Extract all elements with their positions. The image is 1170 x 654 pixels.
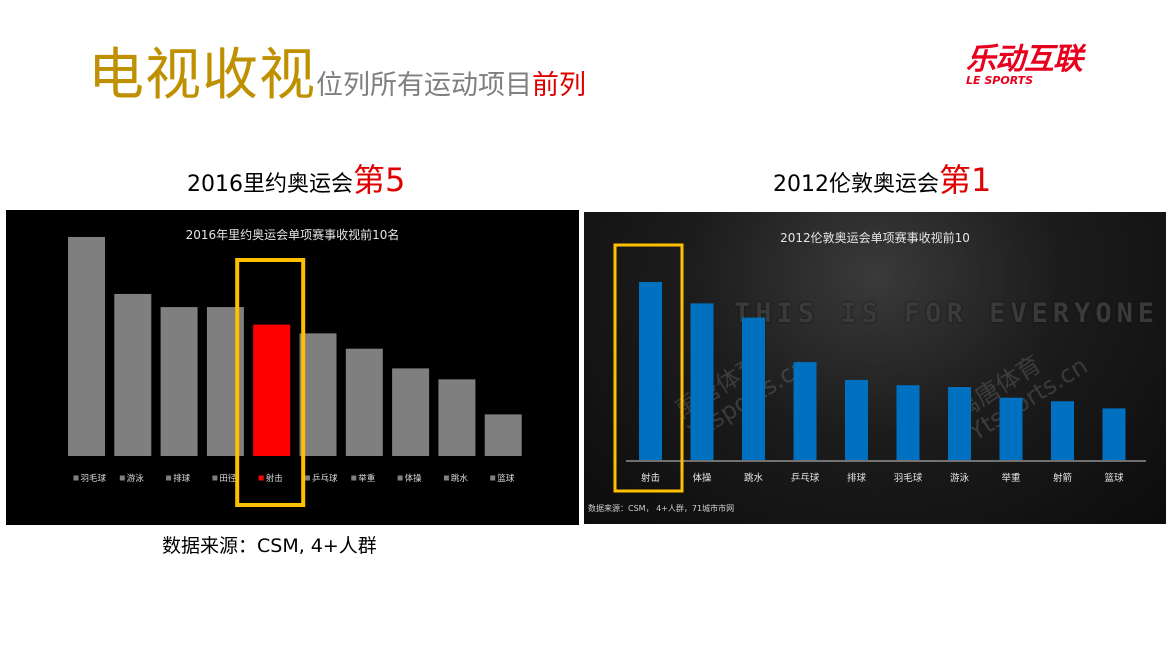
legend-marker-2016-2 <box>166 475 172 481</box>
right-rank: 第1 <box>939 161 992 199</box>
category-label-2012-0: 射击 <box>641 472 660 484</box>
right-subtitle-text: 2012伦敦奥运会 <box>773 172 939 197</box>
category-label-2016-7: 体操 <box>405 473 423 484</box>
category-label-2016-5: 乒乓球 <box>312 473 338 484</box>
logo-en: LE SPORTS <box>966 74 1034 87</box>
legend-marker-2016-8 <box>443 475 449 481</box>
category-label-2016-1: 游泳 <box>127 473 145 484</box>
legend-marker-2016-1 <box>119 475 125 481</box>
bar-2012-0 <box>639 282 662 460</box>
left-subtitle-text: 2016里约奥运会 <box>187 172 353 197</box>
legend-marker-2016-5 <box>305 475 310 481</box>
legend-marker-2016-7 <box>397 475 403 481</box>
legend-marker-2016-4 <box>258 475 264 481</box>
bar-2012-9 <box>1102 408 1126 460</box>
bar-2012-3 <box>793 362 817 460</box>
bar-2012-4 <box>845 379 868 460</box>
legend-marker-2016-9 <box>490 475 496 481</box>
bar-2016-9 <box>484 414 522 456</box>
bar-2016-0 <box>68 237 105 456</box>
category-label-2012-9: 篮球 <box>1104 472 1124 484</box>
bar-2016-5 <box>299 333 337 456</box>
bar-2012-6 <box>948 387 971 460</box>
category-label-2016-0: 羽毛球 <box>81 473 107 484</box>
category-label-2012-4: 排球 <box>847 472 867 484</box>
data-source: 数据来源：CSM, 4+人群 <box>162 535 377 557</box>
left-subtitle: 2016里约奥运会第5 <box>187 155 405 201</box>
highlight-box-2012 <box>613 243 684 493</box>
legend-marker-2016-6 <box>351 475 357 481</box>
bar-2012-8 <box>1051 401 1074 460</box>
chart-title-2016: 2016年里约奥运会单项赛事收视前10名 <box>185 228 400 242</box>
bar-2012-7 <box>999 397 1023 460</box>
legend-marker-2016-3 <box>212 475 218 481</box>
bar-2012-2 <box>742 317 765 460</box>
bar-2016-8 <box>438 379 476 456</box>
category-label-2016-3: 田径 <box>219 473 237 484</box>
category-label-2012-1: 体操 <box>692 472 712 484</box>
chart-2016: 羽毛球 游泳 排球 田径 射击 乒乓球 举重 体操 跳水 篮球 <box>68 237 522 507</box>
slide-title: 电视收视位列所有运动项目前列 <box>88 30 586 111</box>
bar-2016-6 <box>345 348 383 456</box>
bar-2012-5 <box>896 385 920 460</box>
stadium-banner-text: THIS IS FOR EVERYONE <box>734 298 1160 329</box>
legend-marker-2016-0 <box>73 475 79 481</box>
left-rank: 第5 <box>353 161 406 199</box>
bar-2016-1 <box>114 293 152 456</box>
chart-title-2012: 2012伦敦奥运会单项赛事收视前10 <box>780 231 970 245</box>
chart-panel-2016: 2016年里约奥运会单项赛事收视前10名 羽毛球 游泳 排球 田径 射击 乒乓球 举重 体操 跳… <box>6 210 579 525</box>
bar-2012-1 <box>690 303 714 460</box>
category-label-2012-8: 射箭 <box>1053 472 1073 484</box>
bar-2016-7 <box>392 368 430 456</box>
logo-cn: 乐动互联 <box>966 42 1083 77</box>
category-label-2016-2: 排球 <box>173 473 191 484</box>
category-label-2012-2: 跳水 <box>744 472 764 484</box>
title-big: 电视收视 <box>88 43 316 108</box>
le-sports-logo: 乐动互联 LE SPORTS <box>966 42 1083 87</box>
title-red: 前列 <box>532 70 586 101</box>
category-label-2012-7: 举重 <box>1001 472 1021 484</box>
title-mid: 位列所有运动项目 <box>316 70 532 101</box>
chart-2012: 射击 体操 跳水 乒乓球 排球 羽毛球 游泳 举重 射箭 篮球 <box>613 243 1146 493</box>
category-label-2012-6: 游泳 <box>950 472 970 484</box>
category-label-2016-6: 举重 <box>358 473 376 484</box>
chart-panel-2012: THIS IS FOR EVERYONE 禹唐体育 Ytsports.cn 禹唐… <box>584 212 1166 524</box>
category-label-2012-3: 乒乓球 <box>791 472 820 484</box>
bar-2016-4 <box>253 324 291 456</box>
category-label-2016-9: 篮球 <box>497 473 515 484</box>
category-label-2016-8: 跳水 <box>451 473 469 484</box>
category-label-2016-4: 射击 <box>266 473 283 484</box>
chart-source-2012: 数据来源：CSM， 4+人群，71城市市网 <box>588 504 735 513</box>
highlight-box-2016 <box>235 258 306 507</box>
right-subtitle: 2012伦敦奥运会第1 <box>773 155 991 201</box>
category-label-2012-5: 羽毛球 <box>894 472 923 484</box>
bar-2016-2 <box>160 307 198 456</box>
